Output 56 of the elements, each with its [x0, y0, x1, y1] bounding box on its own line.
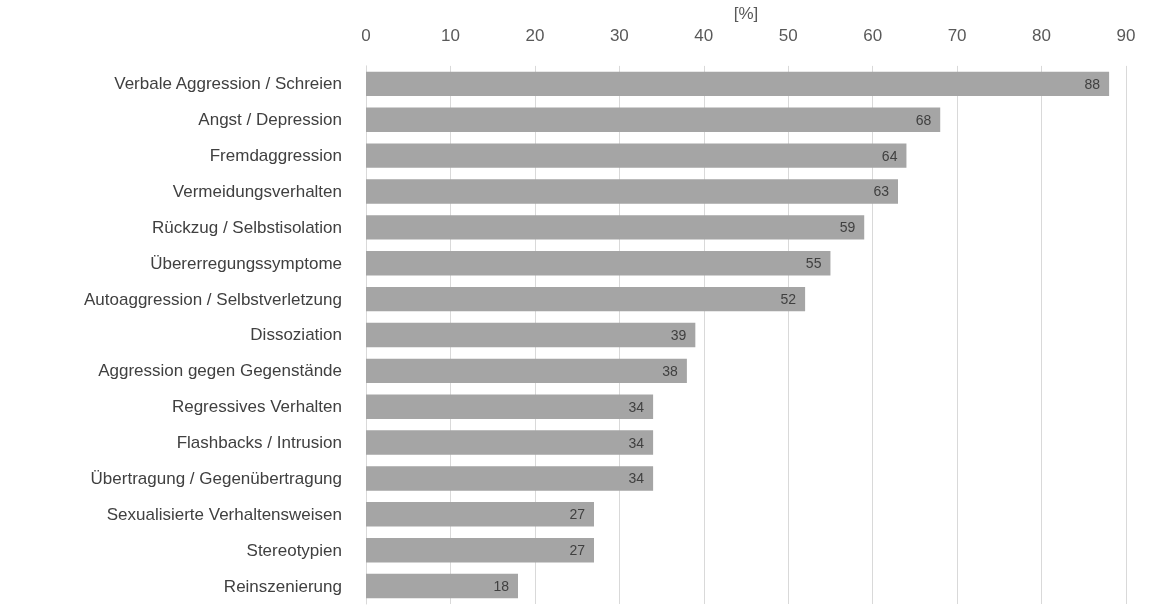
bar	[366, 358, 687, 384]
data-label: 34	[628, 470, 645, 487]
bar	[366, 215, 865, 240]
y-tick-label: Aggression gegen Gegenstände	[98, 361, 342, 381]
x-tick-label: 10	[440, 25, 460, 45]
y-tick-label: Stereotypien	[246, 540, 342, 560]
y-tick-label: Rückzug / Selbstisolation	[152, 217, 342, 237]
data-label: 38	[662, 362, 679, 379]
x-tick-label: 50	[778, 25, 798, 45]
bar	[366, 286, 806, 312]
y-tick-label: Flashbacks / Intrusion	[176, 433, 342, 453]
data-label: 88	[1084, 75, 1101, 92]
x-axis-title: [%]	[733, 4, 759, 23]
x-tick-label: 60	[863, 25, 883, 45]
y-tick-label: Übererregungssymptome	[150, 253, 342, 273]
y-tick-label: Autoaggression / Selbstverletzung	[84, 289, 342, 309]
x-tick-label: 40	[694, 25, 714, 45]
bar	[366, 143, 907, 168]
x-tick-label: 80	[1032, 25, 1052, 45]
bar	[366, 251, 831, 276]
bar	[366, 502, 594, 527]
y-tick-label: Angst / Depression	[198, 110, 342, 130]
bar	[366, 466, 654, 491]
data-label: 52	[780, 291, 797, 308]
data-label: 34	[628, 434, 645, 451]
y-tick-label: Fremdaggression	[209, 146, 342, 166]
y-tick-label: Vermeidungsverhalten	[172, 181, 342, 201]
y-tick-label: Sexualisierte Verhaltensweisen	[106, 504, 342, 524]
bar	[366, 179, 898, 204]
bar	[366, 430, 654, 455]
data-label: 18	[493, 578, 510, 595]
x-tick-label: 20	[525, 25, 545, 45]
y-tick-label: Regressives Verhalten	[171, 397, 342, 417]
data-label: 63	[873, 183, 890, 200]
bar	[366, 107, 941, 132]
bar	[366, 71, 1110, 97]
data-label: 34	[628, 398, 645, 415]
y-tick-label: Dissoziation	[250, 325, 342, 345]
x-tick-label: 70	[947, 25, 967, 45]
data-label: 68	[915, 111, 932, 128]
y-tick-label: Übertragung / Gegenübertragung	[90, 468, 342, 488]
bar	[366, 537, 594, 563]
data-label: 39	[670, 326, 687, 343]
y-tick-label: Reinszenierung	[223, 576, 342, 596]
data-label: 27	[569, 542, 586, 559]
data-label: 59	[839, 219, 856, 236]
x-tick-label: 0	[361, 25, 371, 45]
y-tick-label: Verbale Aggression / Schreien	[114, 74, 342, 94]
x-tick-label: 90	[1116, 25, 1136, 45]
bar	[366, 322, 696, 348]
data-label: 27	[569, 506, 586, 523]
x-tick-label: 30	[609, 25, 629, 45]
bar	[366, 394, 654, 419]
bar	[366, 573, 518, 599]
data-label: 64	[881, 147, 898, 164]
data-label: 55	[805, 255, 822, 272]
